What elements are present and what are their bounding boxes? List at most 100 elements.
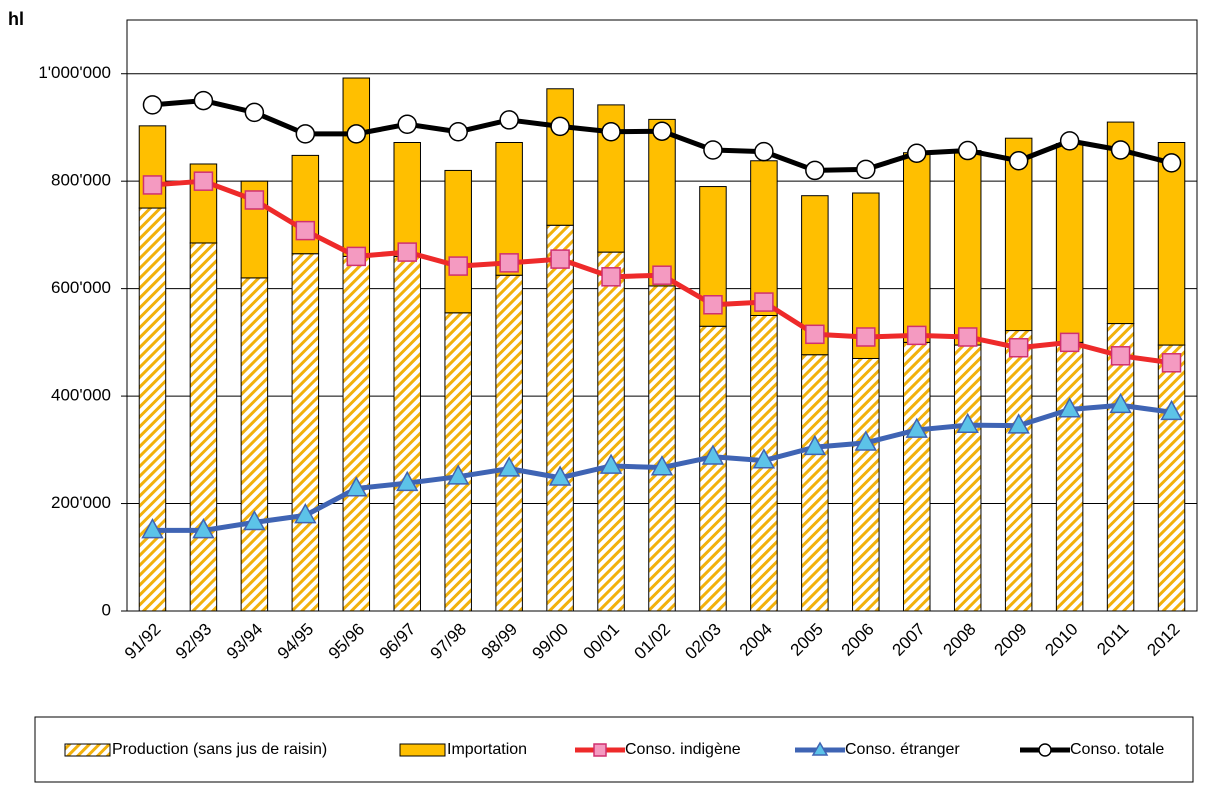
marker [548, 465, 572, 486]
marker [752, 448, 776, 469]
x-tick-label: 98/99 [478, 620, 522, 664]
marker [499, 110, 519, 130]
bar [801, 354, 829, 612]
marker [957, 140, 978, 161]
x-tick-label: 99/00 [529, 620, 573, 664]
marker [497, 456, 521, 477]
legend-swatch [399, 743, 446, 757]
bar [138, 125, 167, 209]
y-tick-label: 0 [102, 600, 111, 619]
marker [294, 503, 317, 524]
marker [396, 470, 419, 492]
x-tick-label: 2011 [1093, 620, 1132, 659]
x-tick-label: 93/94 [223, 620, 267, 664]
marker [447, 464, 470, 485]
marker [448, 122, 468, 142]
x-tick-label: 91/92 [121, 620, 165, 664]
bar [444, 169, 472, 314]
marker [192, 518, 215, 539]
legend-marker [811, 741, 829, 756]
marker [244, 102, 265, 123]
y-tick-label: 600'000 [51, 278, 111, 297]
bar [342, 255, 371, 612]
x-tick-label: 94/95 [274, 620, 318, 664]
bar [495, 141, 523, 276]
bar [444, 312, 472, 612]
marker [957, 327, 978, 347]
marker [703, 140, 723, 160]
bar [342, 77, 371, 257]
marker [345, 476, 368, 497]
marker [193, 171, 214, 191]
marker [703, 295, 723, 315]
bar [597, 251, 625, 612]
marker [754, 141, 774, 162]
legend-label: Production (sans jus de raisin) [112, 741, 327, 758]
marker [1160, 399, 1183, 421]
y-tick-label: 400'000 [51, 386, 111, 405]
bar [852, 357, 880, 612]
y-axis-label: hl [8, 9, 24, 29]
legend-label: Conso. indigène [625, 741, 741, 758]
x-tick-label: 2009 [990, 620, 1030, 660]
marker [905, 417, 928, 438]
marker [701, 444, 725, 465]
marker [142, 175, 163, 195]
x-tick-label: 95/96 [325, 620, 369, 664]
marker [346, 124, 367, 144]
marker [1110, 140, 1131, 160]
marker [1110, 346, 1131, 366]
marker [907, 143, 927, 163]
marker [397, 114, 417, 134]
marker [1161, 353, 1182, 373]
marker [295, 220, 316, 241]
marker [650, 455, 674, 476]
x-tick-label: 02/03 [681, 620, 725, 664]
marker [956, 412, 979, 434]
x-tick-label: 97/98 [427, 620, 471, 664]
bar [903, 341, 931, 612]
bar [1004, 330, 1033, 612]
marker [243, 509, 266, 531]
bar [1106, 323, 1135, 612]
marker [448, 256, 468, 276]
bar [546, 224, 574, 612]
legend-label: Importation [447, 741, 527, 758]
marker [550, 249, 570, 269]
bar [189, 242, 218, 612]
x-tick-label: 01/02 [630, 620, 674, 664]
bar [393, 255, 421, 612]
bar [495, 274, 523, 612]
marker [1008, 151, 1029, 171]
marker [1109, 392, 1132, 414]
bar [1157, 344, 1186, 612]
marker [193, 90, 214, 111]
bar [138, 207, 167, 612]
bar [1157, 141, 1186, 346]
x-tick-label: 00/01 [580, 620, 624, 664]
marker [601, 122, 621, 142]
bar [953, 344, 982, 612]
marker [805, 160, 825, 181]
bar [1055, 143, 1084, 343]
x-tick-label: 2012 [1143, 620, 1183, 660]
y-tick-label: 1'000'000 [38, 63, 111, 82]
marker [856, 159, 876, 180]
marker [805, 324, 825, 345]
marker [907, 325, 927, 346]
marker [1058, 397, 1081, 418]
marker [295, 124, 316, 144]
bar [699, 325, 727, 612]
legend-swatch [64, 743, 111, 757]
x-tick-label: 2004 [736, 620, 776, 660]
x-tick-label: 2008 [940, 620, 980, 660]
x-tick-label: 2006 [838, 620, 878, 660]
bar [240, 277, 269, 612]
x-tick-label: 2007 [889, 620, 929, 660]
marker [1059, 131, 1080, 151]
legend-marker [593, 743, 607, 757]
bar [648, 285, 676, 612]
marker [1007, 413, 1030, 434]
x-tick-label: 2005 [787, 620, 827, 660]
